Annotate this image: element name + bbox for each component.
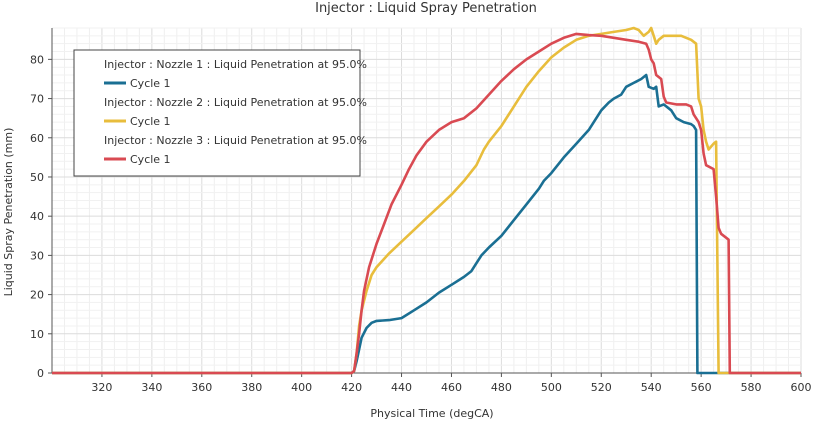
x-tick-label: 540	[641, 381, 662, 394]
x-tick-label: 320	[91, 381, 112, 394]
y-tick-label: 60	[30, 132, 44, 145]
y-tick-label: 70	[30, 93, 44, 106]
series-line-nozzle-1	[52, 73, 801, 375]
x-axis-label: Physical Time (degCA)	[370, 407, 493, 420]
x-tick-label: 580	[741, 381, 762, 394]
x-tick-label: 360	[191, 381, 212, 394]
series-layer	[52, 26, 801, 375]
legend-group-label: Injector : Nozzle 1 : Liquid Penetration…	[104, 58, 367, 71]
x-tick-label: 600	[791, 381, 812, 394]
legend-group-label: Injector : Nozzle 2 : Liquid Penetration…	[104, 96, 367, 109]
x-tick-label: 400	[291, 381, 312, 394]
y-tick-label: 30	[30, 249, 44, 262]
x-tick-label: 480	[491, 381, 512, 394]
x-tick-label: 440	[391, 381, 412, 394]
series-line-nozzle-2	[52, 26, 801, 375]
legend-group-label: Injector : Nozzle 3 : Liquid Penetration…	[104, 134, 367, 147]
x-tick-label: 380	[241, 381, 262, 394]
axes: 320 340 360 380 400 420 440 460 480 500 520 540 560 5…	[30, 28, 812, 394]
y-tick-label: 20	[30, 289, 44, 302]
legend-entry-label: Cycle 1	[130, 153, 171, 166]
series-line-nozzle-3	[52, 32, 801, 375]
legend-box	[73, 49, 361, 177]
y-tick-label: 10	[30, 328, 44, 341]
y-tick-label: 50	[30, 171, 44, 184]
x-tick-label: 560	[691, 381, 712, 394]
y-tick-label: 40	[30, 210, 44, 223]
y-tick-label: 80	[30, 53, 44, 66]
x-tick-label: 340	[141, 381, 162, 394]
x-tick-label: 500	[541, 381, 562, 394]
x-tick-label: 420	[341, 381, 362, 394]
chart-title: Injector : Liquid Spray Penetration	[315, 1, 537, 16]
legend-entry-label: Cycle 1	[130, 115, 171, 128]
x-tick-label: 520	[591, 381, 612, 394]
x-tick-label: 460	[441, 381, 462, 394]
y-tick-label: 0	[37, 367, 44, 380]
legend-entry-label: Cycle 1	[130, 77, 171, 90]
legend: Injector : Nozzle 1 : Liquid Penetration…	[73, 49, 367, 177]
y-axis-label: Liquid Spray Penetration (mm)	[2, 128, 15, 297]
